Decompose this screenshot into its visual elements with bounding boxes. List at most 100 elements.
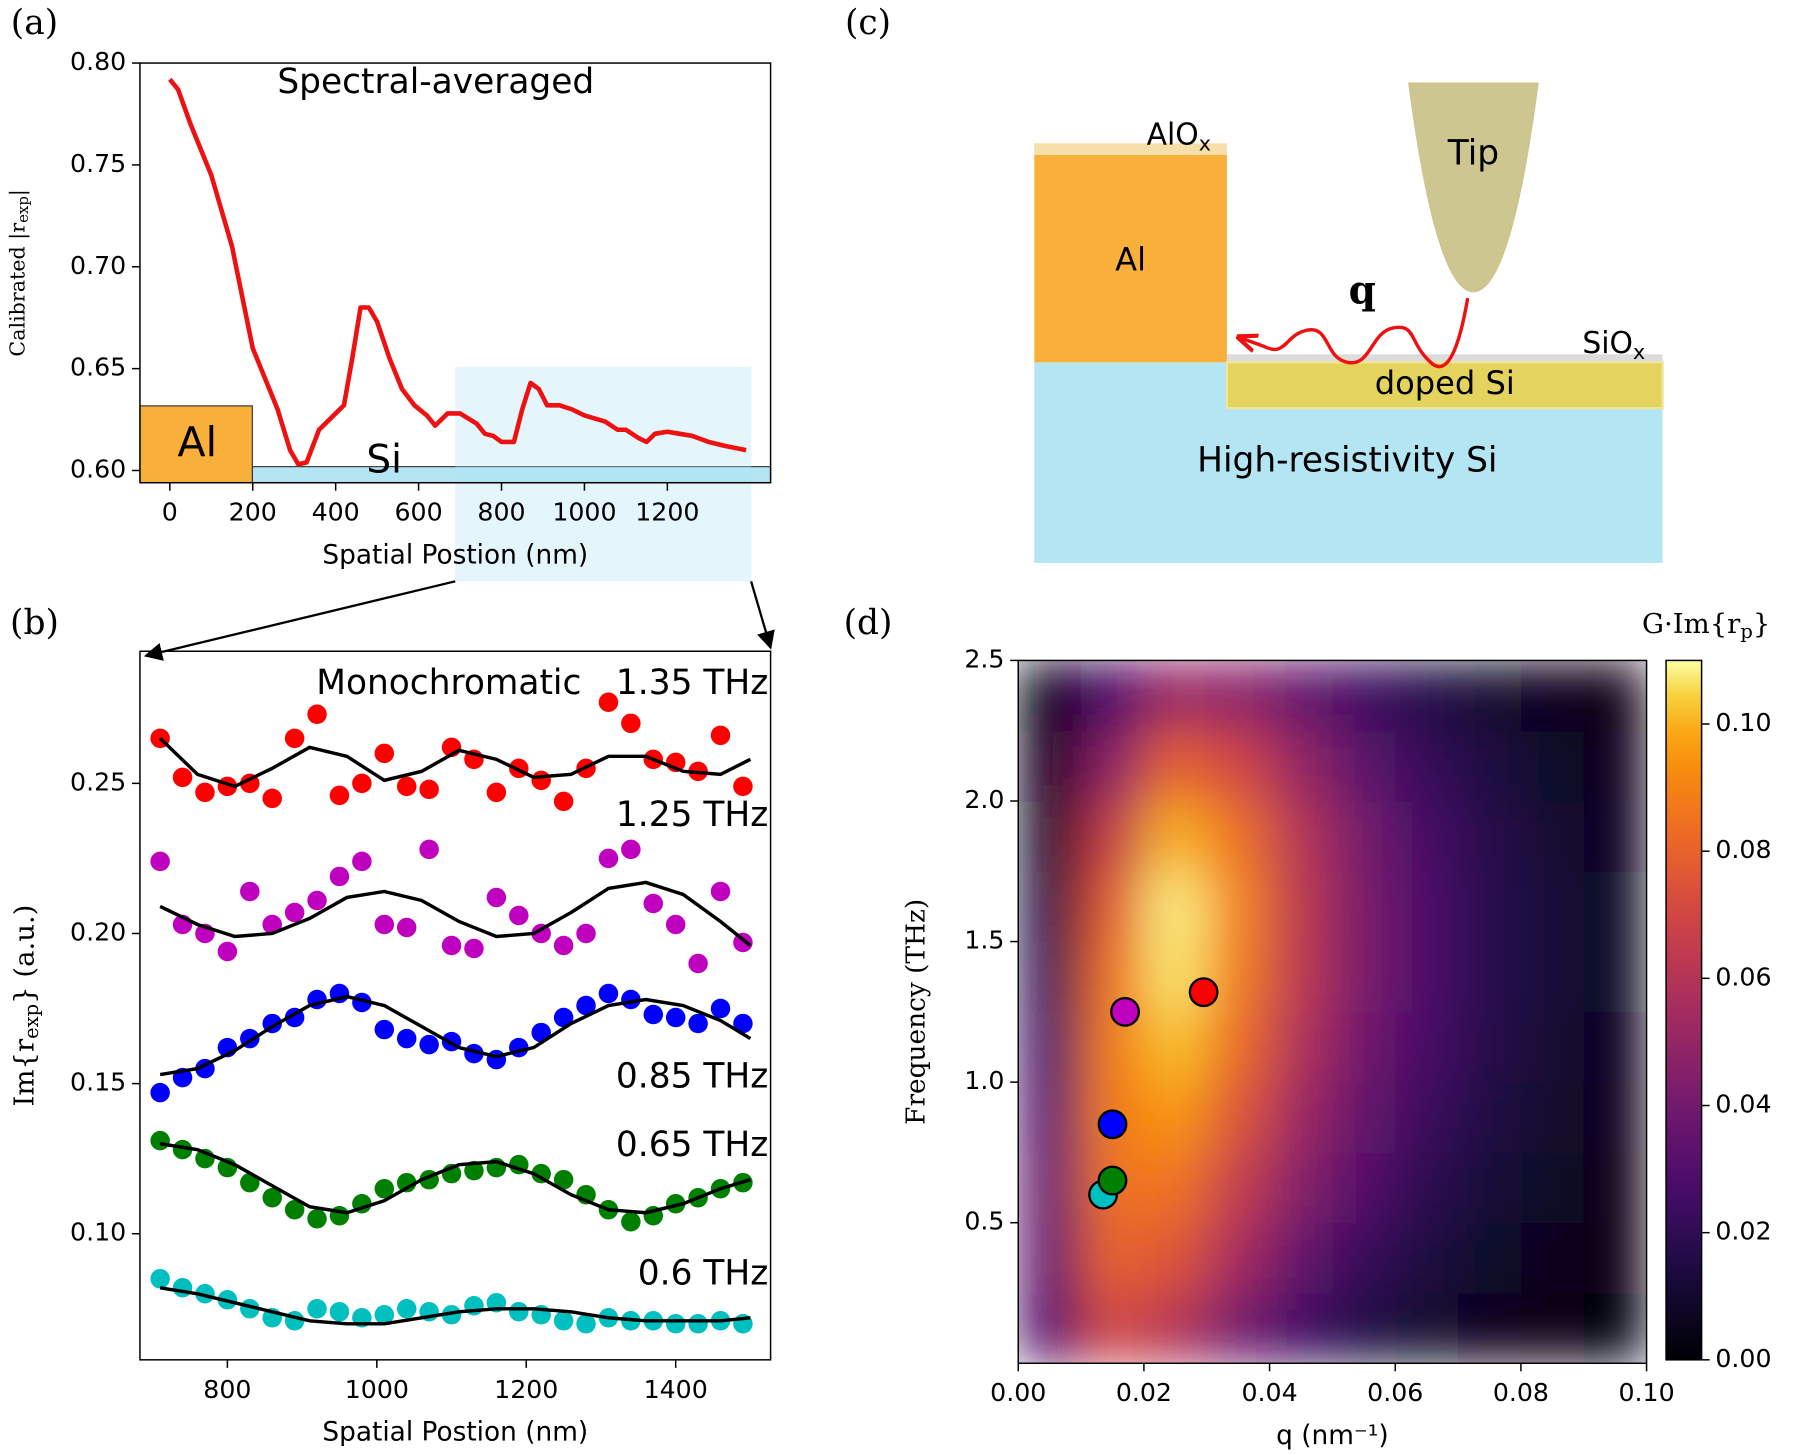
- heat-cell: [1583, 1292, 1647, 1364]
- data-point: [307, 1208, 327, 1229]
- heat-cell: [1458, 1292, 1522, 1364]
- x-tick-label: 0.06: [1367, 1378, 1423, 1407]
- heat-cell: [1520, 1011, 1585, 1083]
- data-point: [710, 881, 731, 902]
- data-point: [621, 1211, 641, 1232]
- y-axis-label: Frequency (THz): [901, 899, 931, 1125]
- heat-cell: [1395, 1011, 1459, 1083]
- heat-cell: [1583, 1082, 1647, 1153]
- heat-cell: [1018, 730, 1082, 802]
- zoom-region: [455, 366, 752, 582]
- heat-cell: [1269, 1292, 1333, 1364]
- data-point: [621, 713, 641, 734]
- data-point: [486, 782, 507, 803]
- heat-cell: [1520, 1222, 1585, 1294]
- data-point: [240, 881, 260, 902]
- heat-cell: [1332, 1011, 1396, 1083]
- heat-cell: [1206, 871, 1271, 943]
- heat-cell: [1332, 871, 1396, 943]
- heat-cell: [1269, 1082, 1333, 1153]
- colorbar: [1665, 659, 1703, 1361]
- x-tick-label: 800: [203, 1375, 251, 1404]
- data-point: [643, 1004, 664, 1025]
- data-point: [486, 887, 507, 908]
- x-tick-label: 1000: [345, 1375, 409, 1404]
- data-point: [150, 1082, 170, 1103]
- data-point: [621, 839, 641, 860]
- heat-cell: [1269, 1011, 1333, 1083]
- colorbar-label: G·Im{rp}: [1642, 607, 1770, 642]
- region-label: Al: [177, 418, 217, 466]
- data-point: [553, 791, 574, 812]
- cbar-label-part: G·Im{r: [1642, 607, 1741, 639]
- series-label: 1.35 THz: [616, 663, 768, 703]
- heat-cell: [1206, 660, 1271, 732]
- cbar-tick-label: 0.06: [1715, 962, 1771, 991]
- data-point: [352, 851, 372, 872]
- data-point: [329, 1302, 350, 1322]
- heat-cell: [1269, 871, 1333, 943]
- series-label: 0.85 THz: [616, 1056, 768, 1096]
- label-part: AlO: [1147, 117, 1199, 152]
- y-axis-label: Im{rexp} (a.u.): [8, 905, 43, 1107]
- heat-cell: [1081, 871, 1145, 943]
- heat-cell: [1520, 1082, 1585, 1153]
- data-point: [262, 1187, 282, 1208]
- heat-cell: [1395, 1292, 1459, 1364]
- data-point: [396, 917, 417, 938]
- heat-cell: [1520, 1292, 1585, 1364]
- heat-cell: [1081, 730, 1145, 802]
- heat-cell: [1143, 730, 1208, 802]
- heat-cell: [1018, 1222, 1082, 1294]
- data-point: [688, 1013, 708, 1034]
- heat-cell: [1395, 730, 1459, 802]
- x-tick-label: 0.08: [1493, 1378, 1549, 1407]
- x-tick-label: 1200: [494, 1375, 558, 1404]
- series-label: 1.25 THz: [616, 795, 768, 835]
- x-tick-label: 800: [477, 498, 525, 527]
- data-point: [374, 1305, 395, 1325]
- heat-cell: [1583, 800, 1647, 872]
- y-tick-label: 0.65: [70, 353, 126, 382]
- heat-cell: [1269, 1222, 1333, 1294]
- heat-cell: [1143, 1152, 1208, 1224]
- line: [168, 77, 747, 467]
- heat-cell: [1269, 660, 1333, 732]
- data-point: [419, 779, 439, 800]
- data-point: [307, 704, 327, 725]
- axes-frame: [139, 650, 772, 1361]
- data-point: [531, 1163, 551, 1184]
- data-point: [1188, 977, 1219, 1008]
- data-point: [240, 1172, 260, 1193]
- heat-cell: [1583, 730, 1647, 802]
- label-sub: x: [1199, 131, 1211, 155]
- heat-cell: [1458, 1082, 1522, 1153]
- x-tick-label: 1000: [552, 498, 616, 527]
- heat-cell: [1332, 1082, 1396, 1153]
- data-point: [441, 935, 462, 956]
- y-label-part: Im{r: [8, 1038, 40, 1106]
- heat-cell: [1520, 1152, 1585, 1224]
- fit-line: [159, 994, 752, 1077]
- data-point: [1110, 996, 1140, 1027]
- zoom-arrow: [749, 580, 775, 650]
- heat-cell: [1206, 800, 1271, 872]
- cbar-label-sub: p: [1740, 619, 1752, 642]
- data-point: [643, 893, 664, 914]
- y-label-part: Calibrated |r: [5, 223, 30, 357]
- heat-cell: [1081, 1292, 1145, 1364]
- heat-cell: [1332, 1152, 1396, 1224]
- heat-cell: [1018, 871, 1082, 943]
- heat-cell: [1520, 730, 1585, 802]
- axes-frame: [139, 62, 772, 484]
- x-tick-label: 0.00: [990, 1378, 1046, 1407]
- heat-cell: [1143, 1222, 1208, 1294]
- y-label-sub: exp: [20, 1004, 43, 1039]
- y-label-part: |: [5, 189, 30, 196]
- data-point: [553, 1169, 574, 1190]
- heat-cell: [1458, 1222, 1522, 1294]
- heat-cell: [1332, 941, 1396, 1013]
- data-point: [486, 1049, 507, 1070]
- heat-cell: [1143, 1292, 1208, 1364]
